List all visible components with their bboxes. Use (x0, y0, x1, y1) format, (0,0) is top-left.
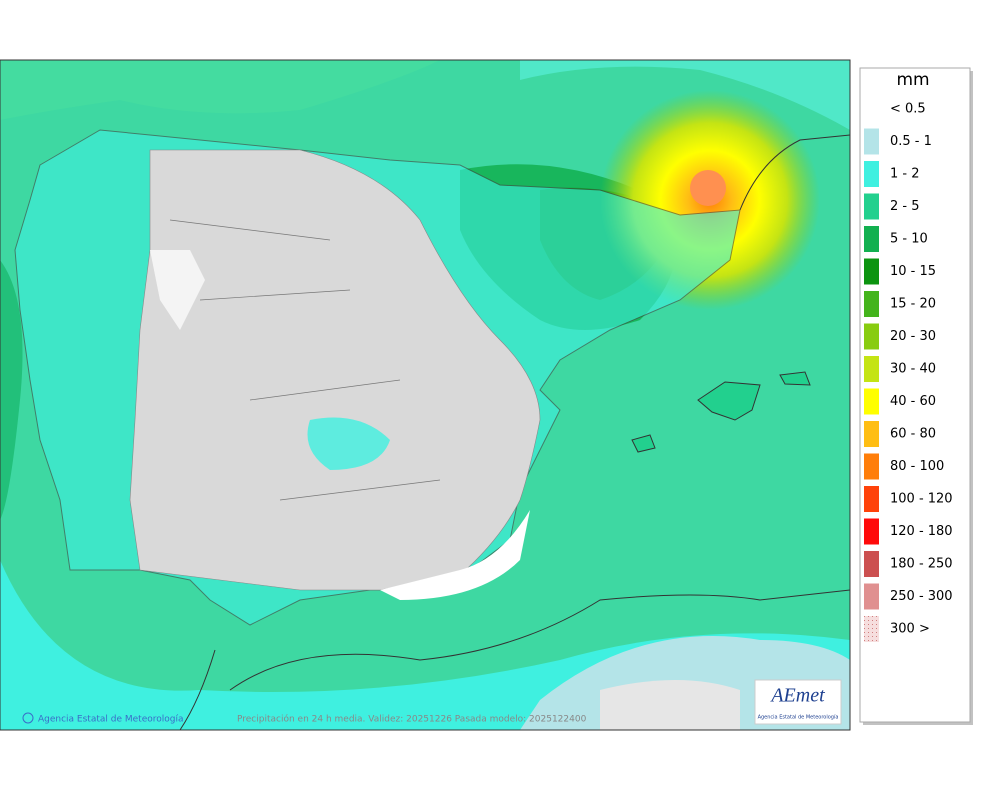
legend-swatch (864, 161, 879, 187)
credit: Agencia Estatal de Meteorología (38, 715, 184, 725)
legend-swatch (864, 291, 879, 317)
legend-label: 100 - 120 (890, 492, 953, 507)
legend-swatch (864, 226, 879, 252)
legend-swatch (864, 486, 879, 512)
legend-swatch (864, 551, 879, 577)
logo-subtitle: Agencia Estatal de Meteorología (758, 714, 839, 721)
legend: mm < 0.5 0.5 - 1 1 - 2 2 - 5 5 - 10 10 - 15 15… (859, 67, 973, 725)
legend-label: 40 - 60 (890, 394, 936, 409)
legend-label: 60 - 80 (890, 427, 936, 442)
legend-label: 80 - 100 (890, 459, 944, 474)
legend-swatch (864, 421, 879, 447)
legend-label: 15 - 20 (890, 297, 936, 312)
legend-label: 0.5 - 1 (890, 134, 932, 149)
legend-swatch (864, 128, 879, 155)
legend-label: < 0.5 (890, 102, 926, 117)
logo: AEmet Agencia Estatal de Meteorología (754, 679, 842, 725)
legend-swatch (864, 616, 879, 642)
legend-label: 20 - 30 (890, 329, 936, 344)
legend-label: 250 - 300 (890, 589, 953, 604)
legend-label: 120 - 180 (890, 524, 953, 539)
legend-label: 2 - 5 (890, 199, 920, 214)
legend-swatch (864, 323, 879, 350)
legend-swatch (864, 583, 879, 610)
legend-swatch (864, 453, 879, 480)
map-area: Agencia Estatal de Meteorología Precipit… (0, 59, 851, 731)
legend-label: 5 - 10 (890, 232, 928, 247)
legend-swatch (864, 258, 879, 285)
legend-label: 10 - 15 (890, 264, 936, 279)
caption: Precipitación en 24 h media. Validez: 20… (237, 714, 587, 725)
logo-name: AEmet (769, 685, 825, 707)
legend-label: 300 > (890, 622, 930, 637)
legend-label: 1 - 2 (890, 167, 920, 182)
legend-swatch (864, 356, 879, 382)
legend-swatch (864, 388, 879, 415)
legend-label: 30 - 40 (890, 362, 936, 377)
legend-title: mm (896, 70, 929, 90)
legend-swatch (864, 193, 879, 220)
legend-label: 180 - 250 (890, 557, 953, 572)
legend-swatch (864, 518, 879, 545)
